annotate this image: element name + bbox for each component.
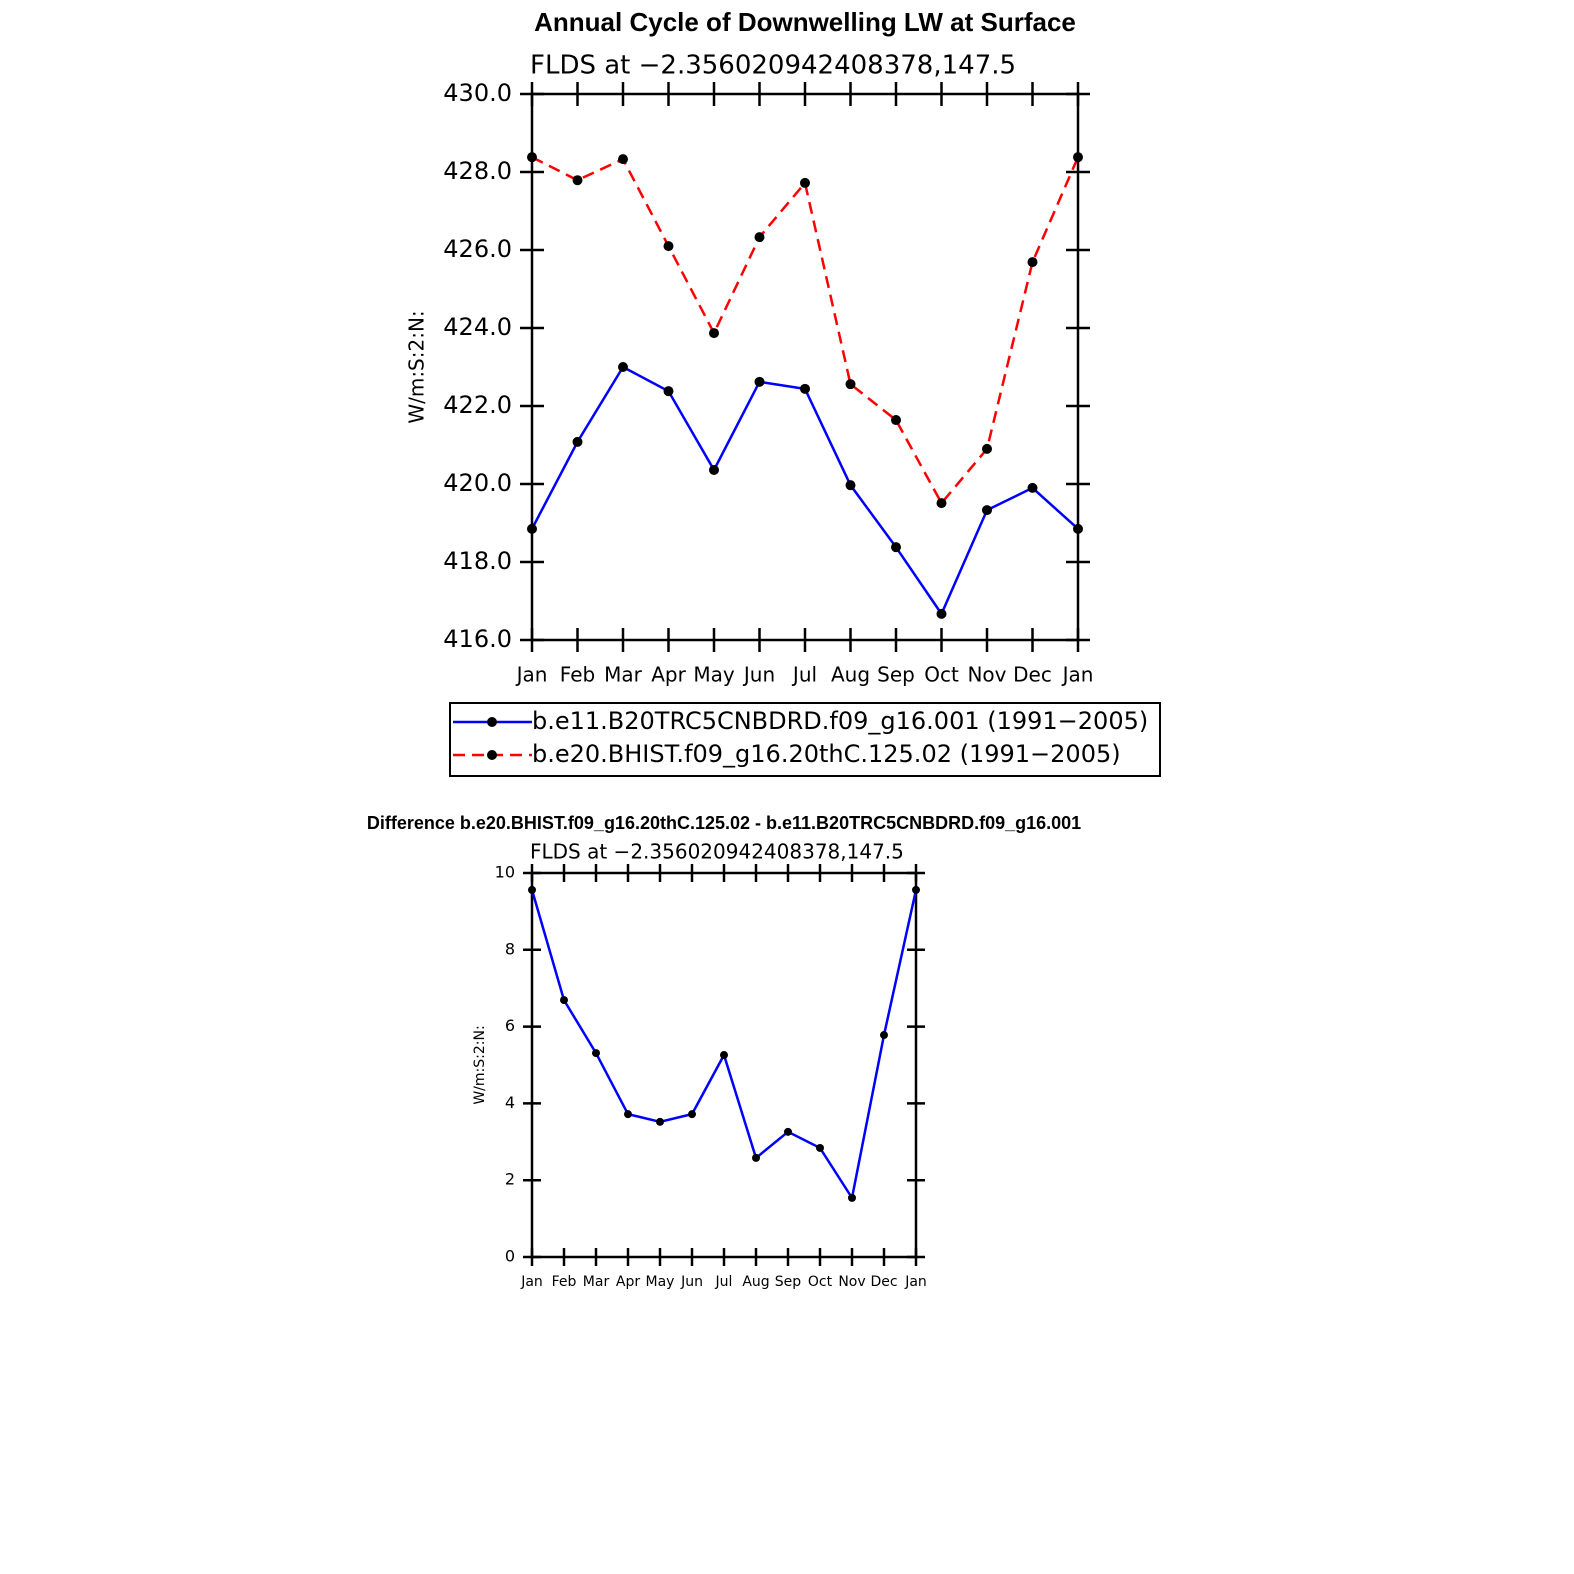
x-tick-label: Dec: [1013, 663, 1052, 687]
x-tick-label: Jan: [515, 663, 548, 687]
y-tick-label: 426.0: [443, 235, 512, 263]
x-tick-label: Jul: [715, 1274, 733, 1290]
y-axis-label: W/m:S:2:N:: [405, 310, 429, 423]
data-point: [848, 1193, 856, 1202]
x-tick-label: Sep: [775, 1274, 802, 1290]
data-point: [816, 1143, 824, 1152]
data-point: [845, 379, 856, 390]
data-point: [1027, 482, 1038, 493]
x-tick-label: May: [693, 663, 735, 687]
x-tick-label: Jan: [520, 1274, 543, 1290]
data-point: [982, 443, 992, 454]
data-point: [880, 1031, 888, 1040]
chart-subtitle: FLDS at −2.356020942408378,147.5: [530, 51, 1016, 81]
data-point: [936, 608, 947, 619]
data-point: [624, 1110, 632, 1119]
data-point: [618, 154, 628, 165]
data-point: [754, 232, 765, 243]
x-tick-label: Mar: [604, 663, 643, 687]
x-tick-label: Jul: [791, 663, 817, 687]
x-tick-label: Dec: [870, 1274, 897, 1290]
data-point: [845, 480, 856, 491]
series-line: [531, 156, 1080, 506]
chart-title: Difference b.e20.BHIST.f09_g16.20thC.125…: [367, 813, 1081, 833]
y-axis-label: W/m:S:2:N:: [472, 1025, 488, 1104]
y-tick-label: 430.0: [443, 79, 512, 107]
data-point: [572, 175, 583, 186]
plot-frame: [530, 92, 1080, 642]
legend-box: [449, 702, 1161, 777]
data-point: [912, 885, 920, 894]
chart-subtitle: FLDS at −2.356020942408378,147.5: [530, 840, 904, 864]
plot-frame: [530, 871, 918, 1259]
x-tick-label: Jun: [742, 663, 775, 687]
y-tick-label: 420.0: [443, 469, 512, 497]
y-tick-label: 416.0: [443, 625, 512, 653]
data-point: [656, 1117, 664, 1126]
x-tick-label: Aug: [742, 1274, 769, 1290]
x-tick-label: Aug: [831, 663, 870, 687]
x-tick-label: Mar: [583, 1274, 610, 1290]
x-tick-label: Sep: [877, 663, 915, 687]
data-point: [663, 241, 674, 252]
x-tick-label: Nov: [838, 1274, 865, 1290]
data-point: [709, 328, 719, 339]
legend-label: b.e20.BHIST.f09_g16.20thC.125.02 (1991−2…: [532, 740, 1121, 768]
y-tick-label: 4: [505, 1093, 515, 1112]
y-tick-label: 10: [495, 863, 515, 882]
data-point: [800, 177, 810, 188]
data-point: [982, 505, 992, 516]
data-point: [754, 376, 765, 387]
x-tick-label: Apr: [651, 663, 686, 687]
y-tick-label: 428.0: [443, 157, 512, 185]
series-line: [530, 365, 1079, 617]
x-tick-label: Jan: [1061, 663, 1094, 687]
y-tick-label: 0: [505, 1247, 515, 1266]
chart-title: Annual Cycle of Downwelling LW at Surfac…: [534, 7, 1076, 37]
data-point: [1073, 523, 1083, 534]
legend-label: b.e11.B20TRC5CNBDRD.f09_g16.001 (1991−20…: [532, 707, 1148, 735]
x-tick-label: Feb: [560, 663, 595, 687]
data-point: [784, 1127, 792, 1136]
data-point: [560, 996, 568, 1005]
data-point: [1073, 152, 1083, 163]
data-point: [720, 1051, 728, 1060]
data-point: [891, 415, 901, 426]
data-point: [688, 1110, 696, 1119]
data-point: [752, 1153, 760, 1162]
data-point: [663, 386, 674, 397]
x-tick-label: Jun: [680, 1274, 703, 1290]
data-point: [592, 1049, 600, 1058]
series-line: [530, 889, 918, 1202]
data-point: [800, 383, 810, 394]
data-point: [1027, 257, 1038, 268]
data-point: [891, 542, 901, 553]
x-tick-label: May: [646, 1274, 675, 1290]
y-tick-label: 6: [505, 1016, 515, 1035]
legend-marker: [487, 750, 497, 760]
data-point: [528, 885, 536, 894]
x-tick-label: Oct: [924, 663, 959, 687]
data-point: [527, 152, 537, 163]
data-point: [936, 498, 947, 509]
data-point: [709, 464, 719, 475]
y-tick-label: 424.0: [443, 313, 512, 341]
x-tick-label: Jan: [904, 1274, 927, 1290]
y-tick-label: 418.0: [443, 547, 512, 575]
x-tick-label: Feb: [552, 1274, 577, 1290]
data-point: [618, 362, 628, 372]
x-tick-label: Nov: [967, 663, 1006, 687]
y-tick-label: 8: [505, 939, 515, 958]
y-tick-label: 422.0: [443, 391, 512, 419]
x-tick-label: Apr: [616, 1274, 640, 1290]
data-point: [572, 436, 583, 447]
y-tick-label: 2: [505, 1170, 515, 1189]
legend-marker: [487, 717, 497, 727]
data-point: [527, 523, 537, 534]
x-tick-label: Oct: [808, 1274, 833, 1290]
